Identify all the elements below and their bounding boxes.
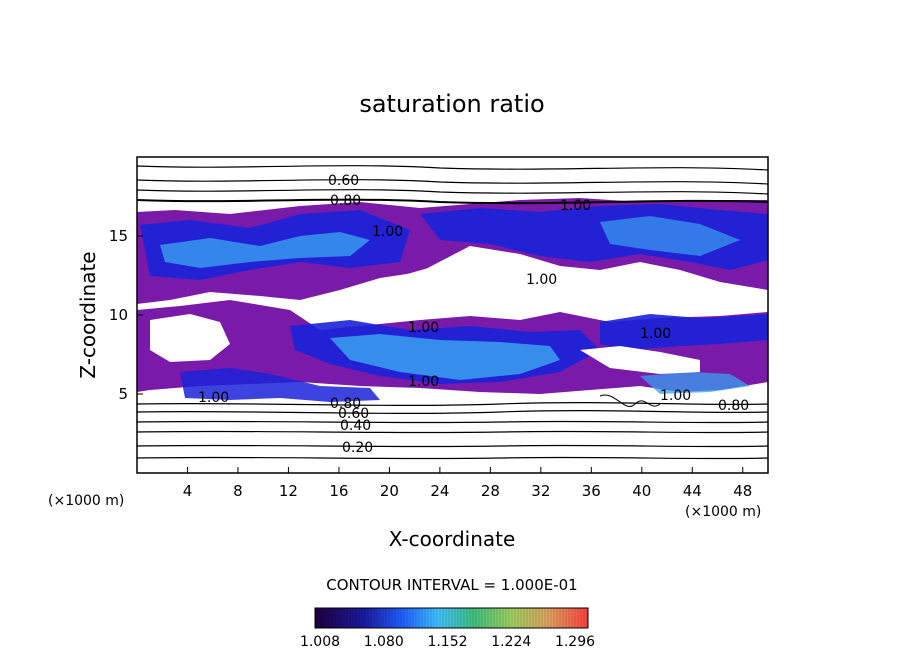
- clear-gap-upper: [400, 258, 620, 300]
- contour-line: [137, 410, 768, 415]
- contour-label: 0.60: [328, 173, 359, 189]
- contour-label: 0.80: [330, 396, 361, 412]
- clear-gap-left: [150, 314, 230, 362]
- contour-line: [137, 456, 768, 460]
- contour-line: [599, 394, 661, 407]
- y-tick-label: 5: [118, 385, 128, 403]
- contour-line: [137, 402, 768, 407]
- contour-label: 0.20: [342, 440, 373, 456]
- contour-label: 0.80: [718, 398, 749, 414]
- x-axis-ticks: 4 8 12 16 20 24 28 32 36 40 44 48: [183, 467, 752, 500]
- x-tick-label: 20: [380, 482, 399, 500]
- x-axis-label: X-coordinate: [389, 527, 516, 551]
- contour-label: 0.40: [340, 418, 371, 434]
- saturation-fill-regions: [137, 198, 768, 402]
- contour-label: 1.00: [640, 326, 671, 342]
- clear-gap-right: [580, 346, 700, 374]
- contour-label: 1.00: [372, 224, 403, 240]
- contour-label: 0.80: [330, 193, 361, 209]
- x-tick-label: 24: [430, 482, 449, 500]
- contour-label: 1.00: [408, 374, 439, 390]
- x-tick-label: 12: [279, 482, 298, 500]
- contour-label: 1.00: [560, 198, 591, 214]
- y-axis-ticks: 5 10 15: [109, 227, 143, 403]
- right-mid-blue-patch: [600, 314, 768, 350]
- contour-label: 1.00: [660, 388, 691, 404]
- colorbar-tick-label: 1.008: [300, 634, 340, 650]
- colorbar: [314, 607, 589, 629]
- upper-cyan-patch: [160, 232, 370, 268]
- x-tick-label: 16: [329, 482, 348, 500]
- colorbar-ticks: 1.008 1.080 1.152 1.224 1.296: [300, 608, 595, 650]
- x-tick-label: 28: [481, 482, 500, 500]
- chart-title: saturation ratio: [359, 90, 544, 118]
- middle-cyan-patch: [330, 334, 560, 380]
- colorbar-tick-label: 1.080: [364, 634, 404, 650]
- x-tick-label: 48: [733, 482, 752, 500]
- lower-right-strip: [640, 372, 750, 394]
- contour-line: [137, 444, 768, 448]
- x-tick-label: 4: [183, 482, 193, 500]
- contour-line: [137, 430, 768, 434]
- contour-lines: [137, 165, 768, 460]
- contour-label: 0.60: [338, 406, 369, 422]
- x-tick-label: 44: [683, 482, 702, 500]
- contour-line: [137, 179, 768, 185]
- contour-line: [137, 198, 768, 205]
- contour-line: [137, 165, 768, 171]
- x-unit-left: (×1000 m): [48, 493, 124, 509]
- contour-label: 1.00: [408, 320, 439, 336]
- lower-cloud-strip: [180, 368, 380, 402]
- contour-interval-text: CONTOUR INTERVAL = 1.000E-01: [326, 576, 577, 594]
- y-axis-label: Z-coordinate: [76, 251, 100, 378]
- upper-right-cyan-patch: [600, 216, 740, 256]
- colorbar-tick-label: 1.224: [491, 634, 531, 650]
- contour-label: 1.00: [526, 272, 557, 288]
- x-tick-label: 40: [632, 482, 651, 500]
- y-tick-label: 15: [109, 227, 128, 245]
- contour-labels: 0.60 0.80 1.00 1.00 1.00 1.00 1.00 1.00 …: [198, 173, 749, 456]
- colorbar-tick-label: 1.296: [555, 634, 595, 650]
- contour-line: [137, 420, 768, 424]
- x-unit-right: (×1000 m): [685, 504, 761, 520]
- contour-line: [137, 189, 768, 195]
- contour-label: 1.00: [198, 390, 229, 406]
- x-tick-label: 32: [531, 482, 550, 500]
- x-tick-label: 36: [582, 482, 601, 500]
- x-tick-label: 8: [233, 482, 243, 500]
- colorbar-tick-label: 1.152: [427, 634, 467, 650]
- y-tick-label: 10: [109, 306, 128, 324]
